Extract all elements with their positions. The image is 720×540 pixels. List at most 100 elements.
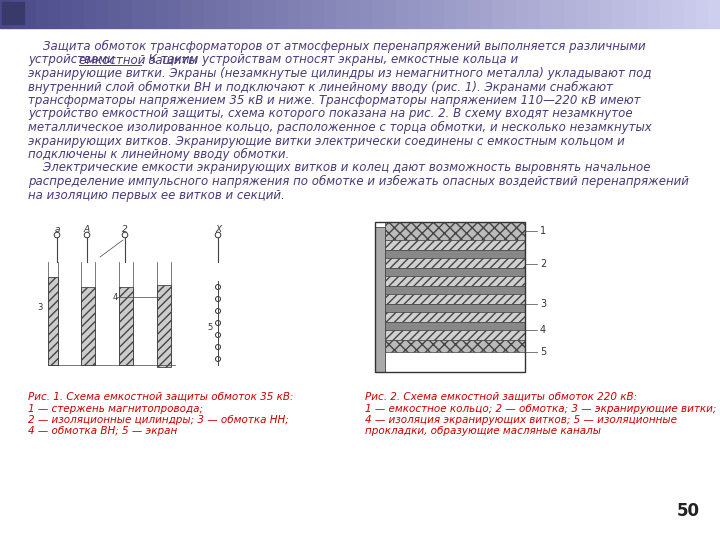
Text: экранирующих витков. Экранирующие витки электрически соединены с емкостным кольц: экранирующих витков. Экранирующие витки … <box>28 134 625 147</box>
Bar <box>84 0 96 28</box>
Bar <box>0 0 12 28</box>
Bar <box>636 0 648 28</box>
Bar <box>385 222 525 240</box>
Bar <box>312 0 324 28</box>
Text: 5: 5 <box>540 347 546 357</box>
Bar <box>49 277 58 365</box>
Bar <box>108 0 120 28</box>
Bar <box>385 268 525 276</box>
Bar <box>385 276 525 286</box>
Bar <box>468 0 480 28</box>
Bar <box>2 2 24 24</box>
Bar <box>384 0 396 28</box>
Bar <box>81 287 95 365</box>
Bar <box>156 0 168 28</box>
Bar <box>708 0 720 28</box>
Text: Рис. 1. Схема емкостной защиты обмоток 35 кВ:: Рис. 1. Схема емкостной защиты обмоток 3… <box>28 392 294 402</box>
Bar <box>348 0 360 28</box>
Bar <box>696 0 708 28</box>
Text: 2: 2 <box>540 259 546 269</box>
Text: 4: 4 <box>540 325 546 335</box>
Bar <box>648 0 660 28</box>
Text: A: A <box>84 225 90 234</box>
Bar <box>252 0 264 28</box>
Bar <box>385 250 525 258</box>
Bar <box>204 0 216 28</box>
Bar <box>60 0 72 28</box>
Bar <box>612 0 624 28</box>
Bar <box>216 0 228 28</box>
Text: трансформаторы напряжением 35 кВ и ниже. Трансформаторы напряжением 110—220 кВ и: трансформаторы напряжением 35 кВ и ниже.… <box>28 94 641 107</box>
Bar <box>516 0 528 28</box>
Bar <box>144 0 156 28</box>
Text: 1: 1 <box>540 226 546 236</box>
Bar <box>264 0 276 28</box>
Bar <box>375 222 525 372</box>
Bar <box>420 0 432 28</box>
Bar <box>228 0 240 28</box>
Bar <box>624 0 636 28</box>
Bar <box>24 0 36 28</box>
Bar <box>672 0 684 28</box>
Text: 4 — обмотка ВН; 5 — экран: 4 — обмотка ВН; 5 — экран <box>28 427 177 436</box>
Text: 4: 4 <box>112 293 117 301</box>
Text: X: X <box>215 225 221 234</box>
Text: Рис. 2. Схема емкостной защиты обмоток 220 кВ:: Рис. 2. Схема емкостной защиты обмоток 2… <box>365 392 637 402</box>
Bar <box>288 0 300 28</box>
Bar <box>324 0 336 28</box>
Bar <box>492 0 504 28</box>
Bar <box>385 240 525 250</box>
Bar <box>385 294 525 304</box>
Text: Защита обмоток трансформаторов от атмосферных перенапряжений выполняется различн: Защита обмоток трансформаторов от атмосф… <box>28 40 646 53</box>
Bar <box>385 286 525 294</box>
Bar <box>504 0 516 28</box>
Bar <box>576 0 588 28</box>
Bar <box>684 0 696 28</box>
Text: на изоляцию первых ее витков и секций.: на изоляцию первых ее витков и секций. <box>28 188 284 201</box>
Text: 3: 3 <box>540 299 546 309</box>
Bar <box>385 304 525 312</box>
Bar <box>276 0 288 28</box>
Bar <box>168 0 180 28</box>
Bar <box>372 0 384 28</box>
Bar <box>48 0 60 28</box>
Bar <box>48 277 58 365</box>
Bar <box>385 330 525 340</box>
Text: 1 — емкостное кольцо; 2 — обмотка; 3 — экранирующие витки;: 1 — емкостное кольцо; 2 — обмотка; 3 — э… <box>365 403 716 414</box>
Bar <box>385 322 525 330</box>
Text: 1 — стержень магнитопровода;: 1 — стержень магнитопровода; <box>28 403 203 414</box>
Bar <box>240 0 252 28</box>
Bar <box>396 0 408 28</box>
Bar <box>300 0 312 28</box>
Bar <box>12 0 24 28</box>
Text: Электрические емкости экранирующих витков и колец дают возможность выровнять нач: Электрические емкости экранирующих витко… <box>28 161 650 174</box>
Bar <box>408 0 420 28</box>
Bar <box>600 0 612 28</box>
Text: . К таким устройствам относят экраны, емкостные кольца и: . К таким устройствам относят экраны, ем… <box>141 53 518 66</box>
Bar <box>444 0 456 28</box>
Bar <box>119 287 133 365</box>
Text: прокладки, образующие масляные каналы: прокладки, образующие масляные каналы <box>365 427 601 436</box>
Text: устройствами: устройствами <box>28 53 119 66</box>
Text: 50: 50 <box>677 502 700 520</box>
Text: a: a <box>54 225 60 234</box>
Bar <box>375 227 385 372</box>
Text: 5: 5 <box>207 322 212 332</box>
Bar <box>552 0 564 28</box>
Text: 3: 3 <box>37 302 42 312</box>
Text: распределение импульсного напряжения по обмотке и избежать опасных воздействий п: распределение импульсного напряжения по … <box>28 175 689 188</box>
Bar <box>456 0 468 28</box>
Bar <box>564 0 576 28</box>
Text: металлическое изолированное кольцо, расположенное с торца обмотки, и несколько н: металлическое изолированное кольцо, расп… <box>28 121 652 134</box>
Bar <box>432 0 444 28</box>
Text: экранирующие витки. Экраны (незамкнутые цилиндры из немагнитного металла) уклады: экранирующие витки. Экраны (незамкнутые … <box>28 67 652 80</box>
Text: устройство емкостной защиты, схема которого показана на рис. 2. В схему входят н: устройство емкостной защиты, схема котор… <box>28 107 633 120</box>
Bar <box>540 0 552 28</box>
Bar <box>192 0 204 28</box>
Bar <box>96 0 108 28</box>
Bar <box>132 0 144 28</box>
Text: внутренний слой обмотки ВН и подключают к линейному вводу (рис. 1). Экранами сна: внутренний слой обмотки ВН и подключают … <box>28 80 613 93</box>
Bar <box>36 0 48 28</box>
Bar <box>120 0 132 28</box>
Text: 4 — изоляция экранирующих витков; 5 — изоляционные: 4 — изоляция экранирующих витков; 5 — из… <box>365 415 677 425</box>
